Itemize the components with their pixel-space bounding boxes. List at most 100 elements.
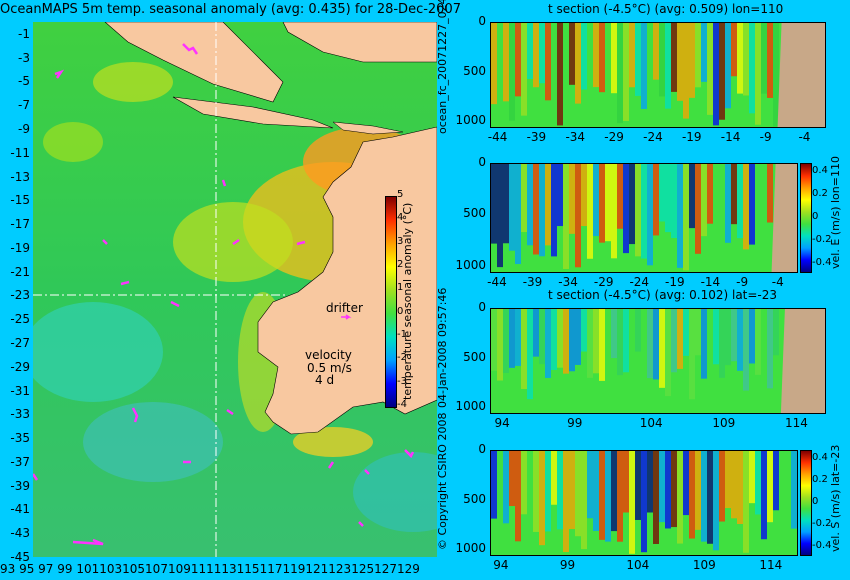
section-stripe xyxy=(587,451,593,519)
section-stripe xyxy=(773,451,779,511)
section-stripe xyxy=(707,23,713,115)
section-stripe xyxy=(617,164,623,229)
section-stripe xyxy=(761,23,767,94)
section-stripe xyxy=(701,164,707,237)
section-stripe xyxy=(683,451,689,516)
velocity-colorbar xyxy=(800,450,812,556)
map-lat-tick: -43 xyxy=(10,526,30,541)
section-stripe xyxy=(557,164,563,227)
section-x-tick: -9 xyxy=(736,275,749,289)
section-stripe xyxy=(719,164,725,256)
map-lat-tick: -23 xyxy=(10,288,30,303)
section-stripe xyxy=(737,309,743,371)
section-stripe xyxy=(521,451,527,515)
section-stripe xyxy=(557,23,563,126)
map-colorbar-tick: 4 xyxy=(397,212,404,224)
section-stripe xyxy=(749,451,755,504)
section-stripe xyxy=(773,23,779,127)
section-stripe xyxy=(551,23,557,78)
section-stripe xyxy=(503,451,509,524)
section-y-tick: 500 xyxy=(463,63,486,78)
section-x-tick: -14 xyxy=(700,275,721,289)
section-stripe xyxy=(677,23,683,101)
section-stripe xyxy=(653,451,659,544)
section-stripe xyxy=(551,309,557,370)
map-colorbar-label: temperature seasonal anomaly (°C) xyxy=(401,202,414,400)
section-land xyxy=(777,23,825,127)
velocity-colorbar-label: vel. S (m/s) lat=-23 xyxy=(829,444,842,552)
section-stripe xyxy=(743,451,749,553)
section-stripe xyxy=(761,451,767,540)
section-x-tick: 104 xyxy=(626,558,650,572)
section-stripe xyxy=(611,309,617,359)
section-stripe xyxy=(491,164,497,244)
section-stripe xyxy=(713,23,719,126)
map-plot: drifter velocity 0.5 m/s 4 d xyxy=(33,22,437,557)
map-colorbar xyxy=(385,196,397,408)
section-stripe xyxy=(557,309,563,368)
section-stripe xyxy=(707,451,713,544)
section-stripe xyxy=(515,23,521,97)
section-stripe xyxy=(737,451,743,525)
section-stripe xyxy=(713,309,719,365)
section-stripe xyxy=(779,451,785,537)
section-stripe xyxy=(743,164,749,250)
section-stripe xyxy=(587,309,593,378)
section-stripe xyxy=(617,451,623,542)
section-x-tick: -19 xyxy=(665,275,685,289)
map-lat-tick: -9 xyxy=(18,122,30,136)
section-stripe xyxy=(509,451,515,507)
map-lat-tick: -7 xyxy=(18,98,30,113)
section-stripe xyxy=(749,23,755,114)
section-y-tick: 0 xyxy=(478,442,486,456)
map-lat-tick: -39 xyxy=(10,478,30,493)
section-stripe xyxy=(755,164,761,257)
section-stripe xyxy=(767,23,773,98)
section-stripe xyxy=(683,23,689,119)
section-y-tick: 500 xyxy=(463,206,486,221)
section-x-tick: -19 xyxy=(681,130,702,144)
velocity-colorbar-tick: 0.4 xyxy=(812,452,828,463)
section-stripe xyxy=(677,164,683,268)
section-stripe xyxy=(701,309,707,379)
map-lon-tick-labels: 93 95 97 99 1011031051071091111131151171… xyxy=(0,562,420,576)
section-stripe xyxy=(671,164,677,239)
section-stripe xyxy=(509,309,515,368)
section-y-tick: 500 xyxy=(463,349,486,364)
section-stripe xyxy=(557,451,563,530)
section-stripe xyxy=(521,309,527,389)
section-stripe xyxy=(653,309,659,380)
section-stripe xyxy=(527,309,533,400)
section-stripe xyxy=(641,23,647,109)
section-stripe xyxy=(767,451,773,523)
section-stripe xyxy=(611,451,617,532)
section-stripe xyxy=(545,23,551,101)
section-x-tick: -24 xyxy=(629,275,650,289)
section-stripe xyxy=(587,23,593,127)
section-stripe xyxy=(659,23,665,97)
section-stripe xyxy=(569,23,575,85)
section-stripe xyxy=(695,164,701,254)
section-stripe xyxy=(605,451,611,542)
map-lat-tick: -15 xyxy=(10,193,30,208)
map-lat-tick: -17 xyxy=(10,217,30,232)
section-stripe xyxy=(665,23,671,109)
section-stripe xyxy=(605,164,611,242)
section-stripe xyxy=(593,309,599,374)
section-stripe xyxy=(767,309,773,389)
section-stripe xyxy=(653,23,659,80)
section-stripe xyxy=(581,309,587,352)
section-stripe xyxy=(629,164,635,245)
section-stripe xyxy=(521,164,527,233)
section-y-tick: 0 xyxy=(478,155,486,169)
section-stripe xyxy=(533,164,539,255)
velocity-colorbar-tick: 0.4 xyxy=(812,165,828,176)
map-lat-tick: -19 xyxy=(10,240,30,255)
section-stripe xyxy=(515,451,521,542)
section-stripe xyxy=(545,451,551,532)
section-stripe xyxy=(761,309,767,364)
section-stripe xyxy=(785,451,791,541)
section-stripe xyxy=(731,164,737,225)
section-stripe xyxy=(665,164,671,233)
section-stripe xyxy=(749,309,755,364)
